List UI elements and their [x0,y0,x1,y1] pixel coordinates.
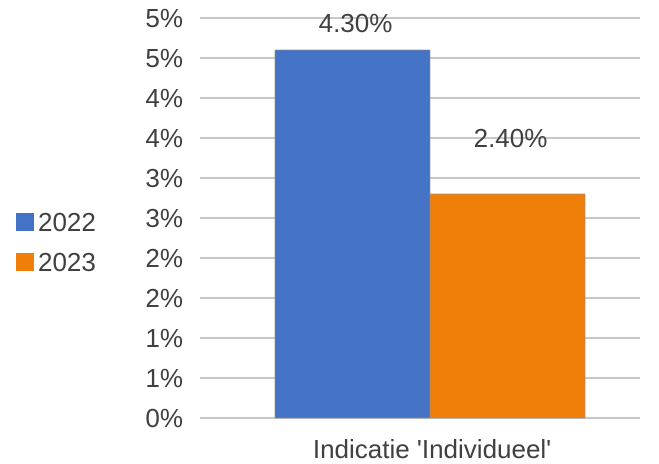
bars [274,49,586,419]
legend-label-2023: 2023 [38,247,96,277]
y-tick-label: 1% [145,323,183,353]
y-tick-label: 3% [145,163,183,193]
y-tick-label: 3% [145,203,183,233]
x-axis: Indicatie 'Individueel' [313,434,551,464]
y-axis: 0% 1% 1% 2% 2% 3% 3% 4% 4% 5% 5% [145,3,183,433]
y-tick-label: 0% [145,403,183,433]
data-labels: 4.30% 2.40% [319,8,548,153]
data-label-2023: 2.40% [474,123,548,153]
legend-swatch-2023 [16,253,34,271]
legend-swatch-2022 [16,213,34,231]
data-label-2022: 4.30% [319,8,393,38]
bar-2022 [274,49,431,419]
x-category-label: Indicatie 'Individueel' [313,434,551,464]
y-tick-label: 1% [145,363,183,393]
legend: 2022 2023 [16,207,96,277]
y-tick-label: 5% [145,43,183,73]
legend-label-2022: 2022 [38,207,96,237]
y-tick-label: 2% [145,283,183,313]
y-tick-label: 4% [145,83,183,113]
y-tick-label: 5% [145,3,183,33]
y-tick-label: 4% [145,123,183,153]
bar-2023 [429,193,586,419]
y-tick-label: 2% [145,243,183,273]
